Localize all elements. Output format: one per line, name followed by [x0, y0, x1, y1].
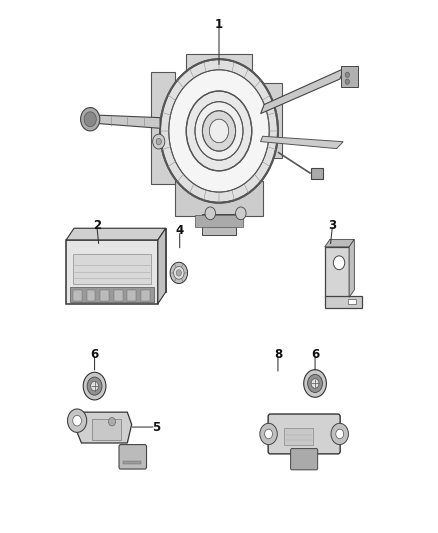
Circle shape — [170, 262, 187, 284]
Circle shape — [173, 266, 184, 279]
Bar — [341, 66, 358, 87]
Circle shape — [186, 91, 252, 171]
Circle shape — [333, 256, 345, 270]
Text: 5: 5 — [152, 421, 160, 433]
Circle shape — [205, 207, 215, 220]
Bar — [87, 290, 95, 301]
Circle shape — [169, 70, 269, 192]
Text: 4: 4 — [176, 224, 184, 237]
Circle shape — [109, 417, 116, 426]
Circle shape — [311, 378, 319, 388]
Circle shape — [209, 119, 229, 143]
Bar — [73, 254, 151, 284]
Polygon shape — [261, 136, 343, 149]
Bar — [100, 290, 109, 301]
Bar — [311, 168, 323, 179]
Circle shape — [307, 374, 322, 392]
Circle shape — [195, 102, 243, 160]
Text: 3: 3 — [328, 219, 336, 231]
Circle shape — [336, 429, 344, 439]
Text: 1: 1 — [215, 18, 223, 31]
Bar — [74, 228, 166, 292]
Text: 8: 8 — [274, 348, 282, 361]
Bar — [73, 290, 82, 301]
Circle shape — [345, 72, 350, 77]
Circle shape — [87, 377, 102, 395]
Bar — [66, 240, 158, 304]
FancyBboxPatch shape — [290, 449, 318, 470]
Circle shape — [67, 409, 87, 432]
Text: 6: 6 — [90, 348, 99, 361]
Circle shape — [160, 59, 278, 203]
Polygon shape — [325, 239, 354, 247]
Bar — [325, 247, 349, 297]
Bar — [348, 299, 356, 304]
FancyBboxPatch shape — [119, 445, 147, 469]
Polygon shape — [158, 228, 166, 304]
Bar — [285, 428, 313, 445]
Bar — [70, 287, 154, 302]
Circle shape — [345, 79, 350, 84]
Bar — [186, 54, 252, 75]
FancyBboxPatch shape — [268, 414, 340, 454]
Circle shape — [331, 423, 349, 445]
Text: 2: 2 — [93, 219, 101, 231]
Circle shape — [91, 381, 99, 391]
Bar — [127, 290, 136, 301]
Circle shape — [176, 270, 181, 276]
Bar — [325, 296, 362, 308]
Bar — [263, 83, 283, 158]
Circle shape — [304, 369, 326, 397]
Bar — [123, 461, 141, 464]
Bar — [92, 419, 121, 440]
Bar — [175, 181, 263, 216]
Bar — [114, 290, 123, 301]
Bar — [141, 290, 150, 301]
Bar — [195, 215, 243, 227]
Circle shape — [156, 139, 161, 145]
Circle shape — [83, 372, 106, 400]
Polygon shape — [75, 412, 132, 443]
Circle shape — [202, 111, 236, 151]
Circle shape — [81, 108, 100, 131]
Bar — [201, 214, 237, 235]
Circle shape — [84, 112, 96, 127]
Polygon shape — [349, 239, 354, 297]
Circle shape — [152, 134, 165, 149]
Circle shape — [265, 429, 272, 439]
Polygon shape — [90, 115, 160, 128]
Polygon shape — [261, 68, 344, 114]
Circle shape — [73, 415, 81, 426]
Circle shape — [260, 423, 277, 445]
Circle shape — [236, 207, 246, 220]
Polygon shape — [66, 228, 166, 240]
Bar — [151, 72, 175, 184]
Text: 6: 6 — [311, 348, 319, 361]
